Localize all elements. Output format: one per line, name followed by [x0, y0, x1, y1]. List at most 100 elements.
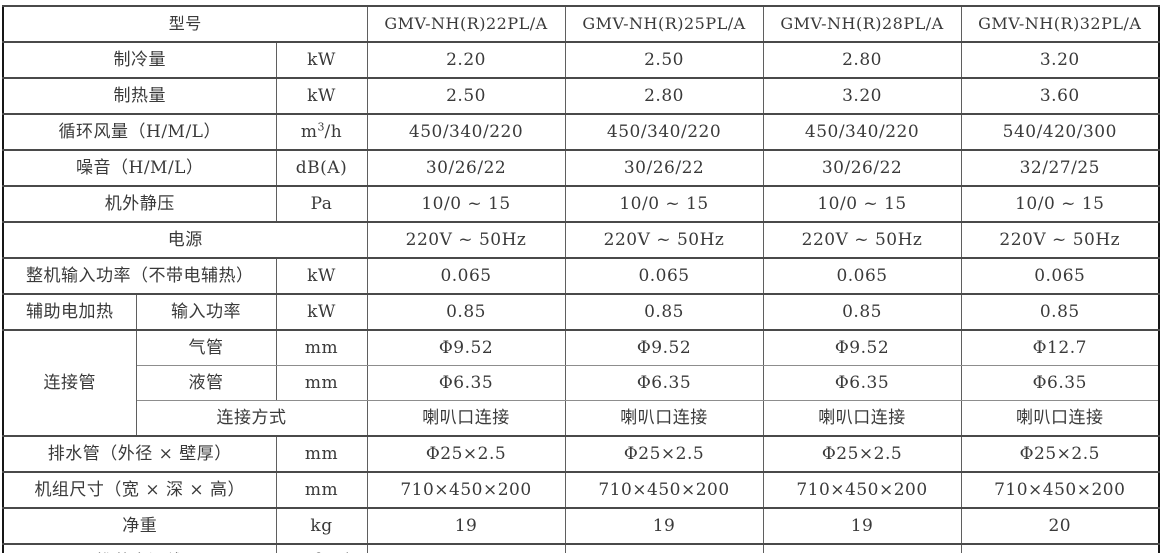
- model-name-2: GMV-NH(R)25PL/A: [564, 5, 764, 43]
- net-weight-value-2: 19: [564, 507, 764, 545]
- drain-pipe-unit: mm: [275, 435, 368, 473]
- dimensions-value-3: 710×450×200: [762, 471, 962, 509]
- row-model: 型号 GMV-NH(R)22PL/A GMV-NH(R)25PL/A GMV-N…: [2, 5, 1160, 43]
- piping-gas-label: 气管: [135, 329, 277, 366]
- model-name-4: GMV-NH(R)32PL/A: [960, 5, 1160, 43]
- static-pressure-value-4: 10/0 ~ 15: [960, 185, 1160, 223]
- piping-liquid-label: 液管: [135, 365, 277, 401]
- drain-pipe-value-2: Φ25×2.5: [564, 435, 764, 473]
- row-aux-heater: 辅助电加热 输入功率 kW 0.85 0.85 0.85 0.85: [2, 293, 1160, 331]
- spec-table: 型号 GMV-NH(R)22PL/A GMV-NH(R)25PL/A GMV-N…: [2, 5, 1160, 553]
- total-input-power-value-3: 0.065: [762, 257, 962, 295]
- piping-liquid-unit: mm: [275, 365, 368, 401]
- noise-unit: dB(A): [275, 149, 368, 187]
- total-input-power-unit: kW: [275, 257, 368, 295]
- cooling-value-2: 2.50: [564, 41, 764, 79]
- dimensions-unit: mm: [275, 471, 368, 509]
- piping-method-value-4: 喇叭口连接: [960, 400, 1160, 437]
- row-noise: 噪音（H/M/L） dB(A) 30/26/22 30/26/22 30/26/…: [2, 149, 1160, 187]
- piping-gas-unit: mm: [275, 329, 368, 366]
- cooling-value-3: 2.80: [762, 41, 962, 79]
- static-pressure-value-2: 10/0 ~ 15: [564, 185, 764, 223]
- dimensions-value-2: 710×450×200: [564, 471, 764, 509]
- noise-value-3: 30/26/22: [762, 149, 962, 187]
- cooling-unit: kW: [275, 41, 368, 79]
- static-pressure-label: 机外静压: [2, 185, 277, 223]
- piping-method-label: 连接方式: [135, 400, 368, 437]
- row-airflow: 循环风量（H/M/L） m3/h 450/340/220 450/340/220…: [2, 113, 1160, 151]
- net-weight-value-1: 19: [366, 507, 566, 545]
- power-cord-value-3: 1.0×3: [762, 543, 962, 553]
- heating-unit: kW: [275, 77, 368, 115]
- total-input-power-label: 整机输入功率（不带电辅热）: [2, 257, 277, 295]
- airflow-value-3: 450/340/220: [762, 113, 962, 151]
- airflow-value-1: 450/340/220: [366, 113, 566, 151]
- power-supply-value-3: 220V ~ 50Hz: [762, 221, 962, 259]
- row-net-weight: 净重 kg 19 19 19 20: [2, 507, 1160, 545]
- power-cord-unit: mm2× 根: [275, 543, 368, 553]
- row-piping-gas: 连接管 气管 mm Φ9.52 Φ9.52 Φ9.52 Φ12.7: [2, 329, 1160, 437]
- cooling-value-4: 3.20: [960, 41, 1160, 79]
- row-total-input-power: 整机输入功率（不带电辅热） kW 0.065 0.065 0.065 0.065: [2, 257, 1160, 295]
- dimensions-value-4: 710×450×200: [960, 471, 1160, 509]
- cooling-label: 制冷量: [2, 41, 277, 79]
- aux-heater-value-3: 0.85: [762, 293, 962, 331]
- net-weight-label: 净重: [2, 507, 277, 545]
- piping-liquid-value-3: Φ6.35: [762, 365, 962, 401]
- piping-method-value-1: 喇叭口连接: [366, 400, 566, 437]
- heating-label: 制热量: [2, 77, 277, 115]
- row-static-pressure: 机外静压 Pa 10/0 ~ 15 10/0 ~ 15 10/0 ~ 15 10…: [2, 185, 1160, 223]
- noise-label: 噪音（H/M/L）: [2, 149, 277, 187]
- aux-heater-value-2: 0.85: [564, 293, 764, 331]
- drain-pipe-value-3: Φ25×2.5: [762, 435, 962, 473]
- power-cord-value-2: 1.0×3: [564, 543, 764, 553]
- drain-pipe-value-4: Φ25×2.5: [960, 435, 1160, 473]
- heating-value-1: 2.50: [366, 77, 566, 115]
- total-input-power-value-4: 0.065: [960, 257, 1160, 295]
- power-cord-value-1: 1.0×3: [366, 543, 566, 553]
- power-cord-value-4: 1.0×3: [960, 543, 1160, 553]
- net-weight-value-3: 19: [762, 507, 962, 545]
- piping-gas-value-3: Φ9.52: [762, 329, 962, 366]
- heating-value-4: 3.60: [960, 77, 1160, 115]
- row-heating-capacity: 制热量 kW 2.50 2.80 3.20 3.60: [2, 77, 1160, 115]
- cooling-value-1: 2.20: [366, 41, 566, 79]
- model-name-1: GMV-NH(R)22PL/A: [366, 5, 566, 43]
- dimensions-label: 机组尺寸（宽 × 深 × 高）: [2, 471, 277, 509]
- row-cooling-capacity: 制冷量 kW 2.20 2.50 2.80 3.20: [2, 41, 1160, 79]
- piping-method-value-3: 喇叭口连接: [762, 400, 962, 437]
- airflow-label: 循环风量（H/M/L）: [2, 113, 277, 151]
- model-name-3: GMV-NH(R)28PL/A: [762, 5, 962, 43]
- total-input-power-value-1: 0.065: [366, 257, 566, 295]
- noise-value-1: 30/26/22: [366, 149, 566, 187]
- airflow-value-2: 450/340/220: [564, 113, 764, 151]
- static-pressure-value-3: 10/0 ~ 15: [762, 185, 962, 223]
- noise-value-4: 32/27/25: [960, 149, 1160, 187]
- drain-pipe-value-1: Φ25×2.5: [366, 435, 566, 473]
- aux-heater-unit: kW: [275, 293, 368, 331]
- dimensions-value-1: 710×450×200: [366, 471, 566, 509]
- row-power-cord: 推荐电源线 mm2× 根 1.0×3 1.0×3 1.0×3 1.0×3: [2, 543, 1160, 553]
- row-dimensions: 机组尺寸（宽 × 深 × 高） mm 710×450×200 710×450×2…: [2, 471, 1160, 509]
- airflow-value-4: 540/420/300: [960, 113, 1160, 151]
- row-power-supply: 电源 220V ~ 50Hz 220V ~ 50Hz 220V ~ 50Hz 2…: [2, 221, 1160, 259]
- airflow-unit: m3/h: [275, 113, 368, 151]
- model-row-label: 型号: [2, 5, 368, 43]
- row-piping-liquid: 液管 mm Φ6.35 Φ6.35 Φ6.35 Φ6.35: [3, 365, 1160, 401]
- piping-gas-value-1: Φ9.52: [366, 329, 566, 366]
- aux-heater-sublabel: 输入功率: [135, 293, 277, 331]
- piping-gas-value-2: Φ9.52: [564, 329, 764, 366]
- power-supply-label: 电源: [2, 221, 368, 259]
- aux-heater-value-4: 0.85: [960, 293, 1160, 331]
- net-weight-unit: kg: [275, 507, 368, 545]
- row-drain-pipe: 排水管（外径 × 壁厚） mm Φ25×2.5 Φ25×2.5 Φ25×2.5 …: [2, 435, 1160, 473]
- aux-heater-value-1: 0.85: [366, 293, 566, 331]
- net-weight-value-4: 20: [960, 507, 1160, 545]
- piping-liquid-value-1: Φ6.35: [366, 365, 566, 401]
- power-supply-value-2: 220V ~ 50Hz: [564, 221, 764, 259]
- power-supply-value-1: 220V ~ 50Hz: [366, 221, 566, 259]
- drain-pipe-label: 排水管（外径 × 壁厚）: [2, 435, 277, 473]
- noise-value-2: 30/26/22: [564, 149, 764, 187]
- static-pressure-value-1: 10/0 ~ 15: [366, 185, 566, 223]
- piping-method-value-2: 喇叭口连接: [564, 400, 764, 437]
